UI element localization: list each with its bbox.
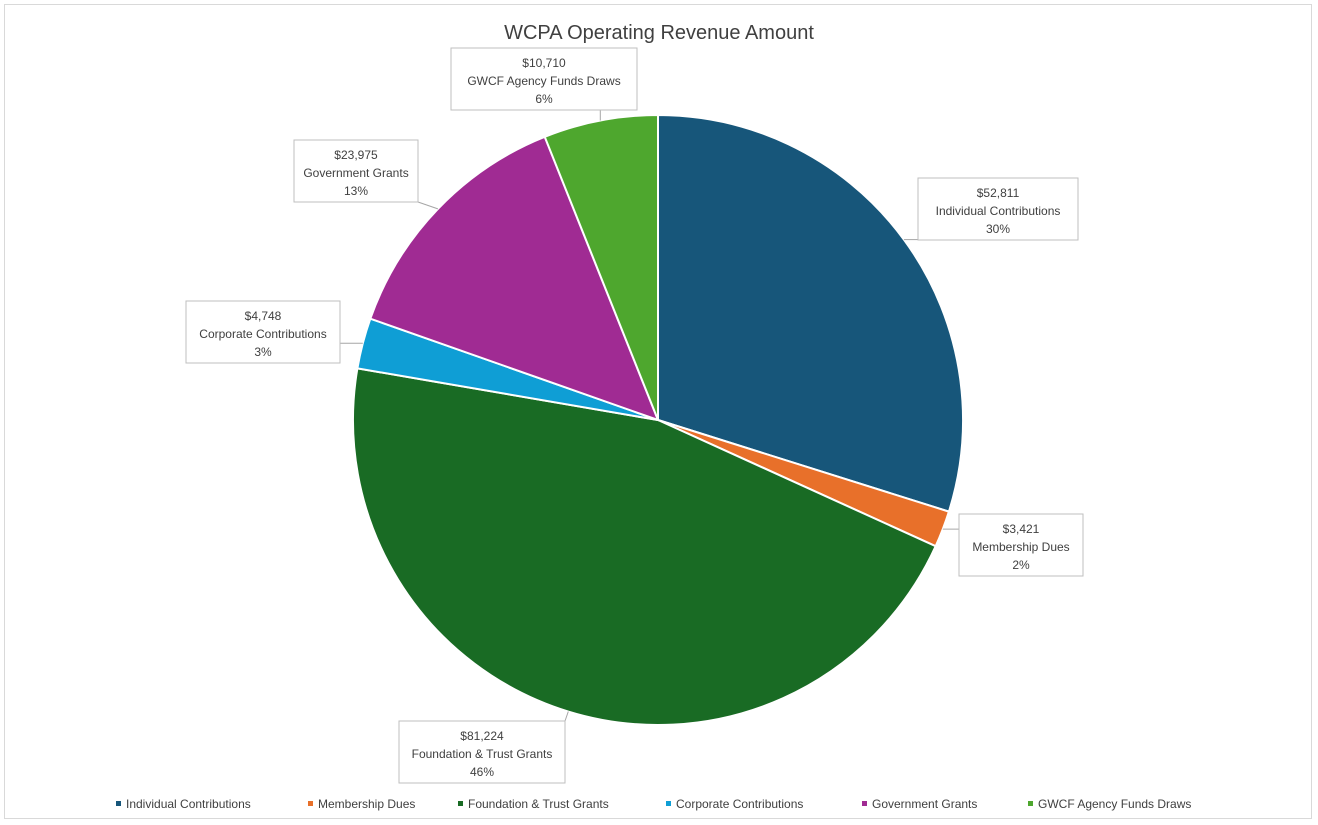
data-label-value-foundation-and-trust-grants: $81,224 [460,729,504,743]
data-label-name-individual-contributions: Individual Contributions [936,204,1061,218]
data-label-percent-government-grants: 13% [344,184,368,198]
pie-slices [352,113,964,727]
data-label-percent-individual-contributions: 30% [986,222,1010,236]
legend-label: GWCF Agency Funds Draws [1038,797,1191,811]
legend-item-membership-dues: Membership Dues [308,797,415,811]
data-label-value-corporate-contributions: $4,748 [245,309,282,323]
data-label-name-corporate-contributions: Corporate Contributions [199,327,326,341]
legend-item-government-grants: Government Grants [862,797,977,811]
legend-swatch [666,801,671,806]
legend-swatch [1028,801,1033,806]
legend-label: Membership Dues [318,797,415,811]
data-label-box-foundation-and-trust-grants [398,720,566,784]
legend-item-gwcf-agency-funds-draws: GWCF Agency Funds Draws [1028,797,1191,811]
data-label-value-individual-contributions: $52,811 [977,186,1020,200]
data-label-percent-corporate-contributions: 3% [254,345,272,359]
data-label-percent-gwcf-agency-funds-draws: 6% [535,92,553,106]
leader-line-foundation-and-trust-grants [564,711,569,722]
legend-swatch [458,801,463,806]
data-label-box-government-grants [293,139,419,203]
leader-lines [340,110,959,722]
legend-swatch [116,801,121,806]
data-label-percent-foundation-and-trust-grants: 46% [470,765,494,779]
data-label-name-gwcf-agency-funds-draws: GWCF Agency Funds Draws [467,74,620,88]
legend-item-individual-contributions: Individual Contributions [116,797,251,811]
pie-slice-foundation-and-trust-grants [352,367,937,727]
data-label-percent-membership-dues: 2% [1012,558,1030,572]
data-labels: $52,811 Individual Contributions 30% $3,421… [185,47,1084,784]
data-label-value-government-grants: $23,975 [334,148,378,162]
legend-label: Government Grants [872,797,977,811]
data-label-value-membership-dues: $3,421 [1003,522,1040,536]
legend-label: Foundation & Trust Grants [468,797,609,811]
legend-item-corporate-contributions: Corporate Contributions [666,797,803,811]
data-label-name-foundation-and-trust-grants: Foundation & Trust Grants [412,747,553,761]
data-label-name-membership-dues: Membership Dues [972,540,1069,554]
data-label-name-government-grants: Government Grants [303,166,408,180]
legend-label: Individual Contributions [126,797,251,811]
data-label-value-gwcf-agency-funds-draws: $10,710 [522,56,566,70]
data-label-box-gwcf-agency-funds-draws [450,47,638,111]
chart-title: WCPA Operating Revenue Amount [504,22,814,44]
leader-line-government-grants [417,201,439,210]
data-label-box-individual-contributions [917,177,1079,241]
legend-item-foundation-and-trust-grants: Foundation & Trust Grants [458,797,609,811]
legend-swatch [308,801,313,806]
data-label-box-membership-dues [958,513,1084,577]
pie-slice-gwcf-agency-funds-draws [543,113,659,421]
legend: Individual Contributions Membership Dues F… [116,797,1191,811]
data-label-box-corporate-contributions [185,300,341,364]
legend-label: Corporate Contributions [676,797,803,811]
legend-swatch [862,801,867,806]
